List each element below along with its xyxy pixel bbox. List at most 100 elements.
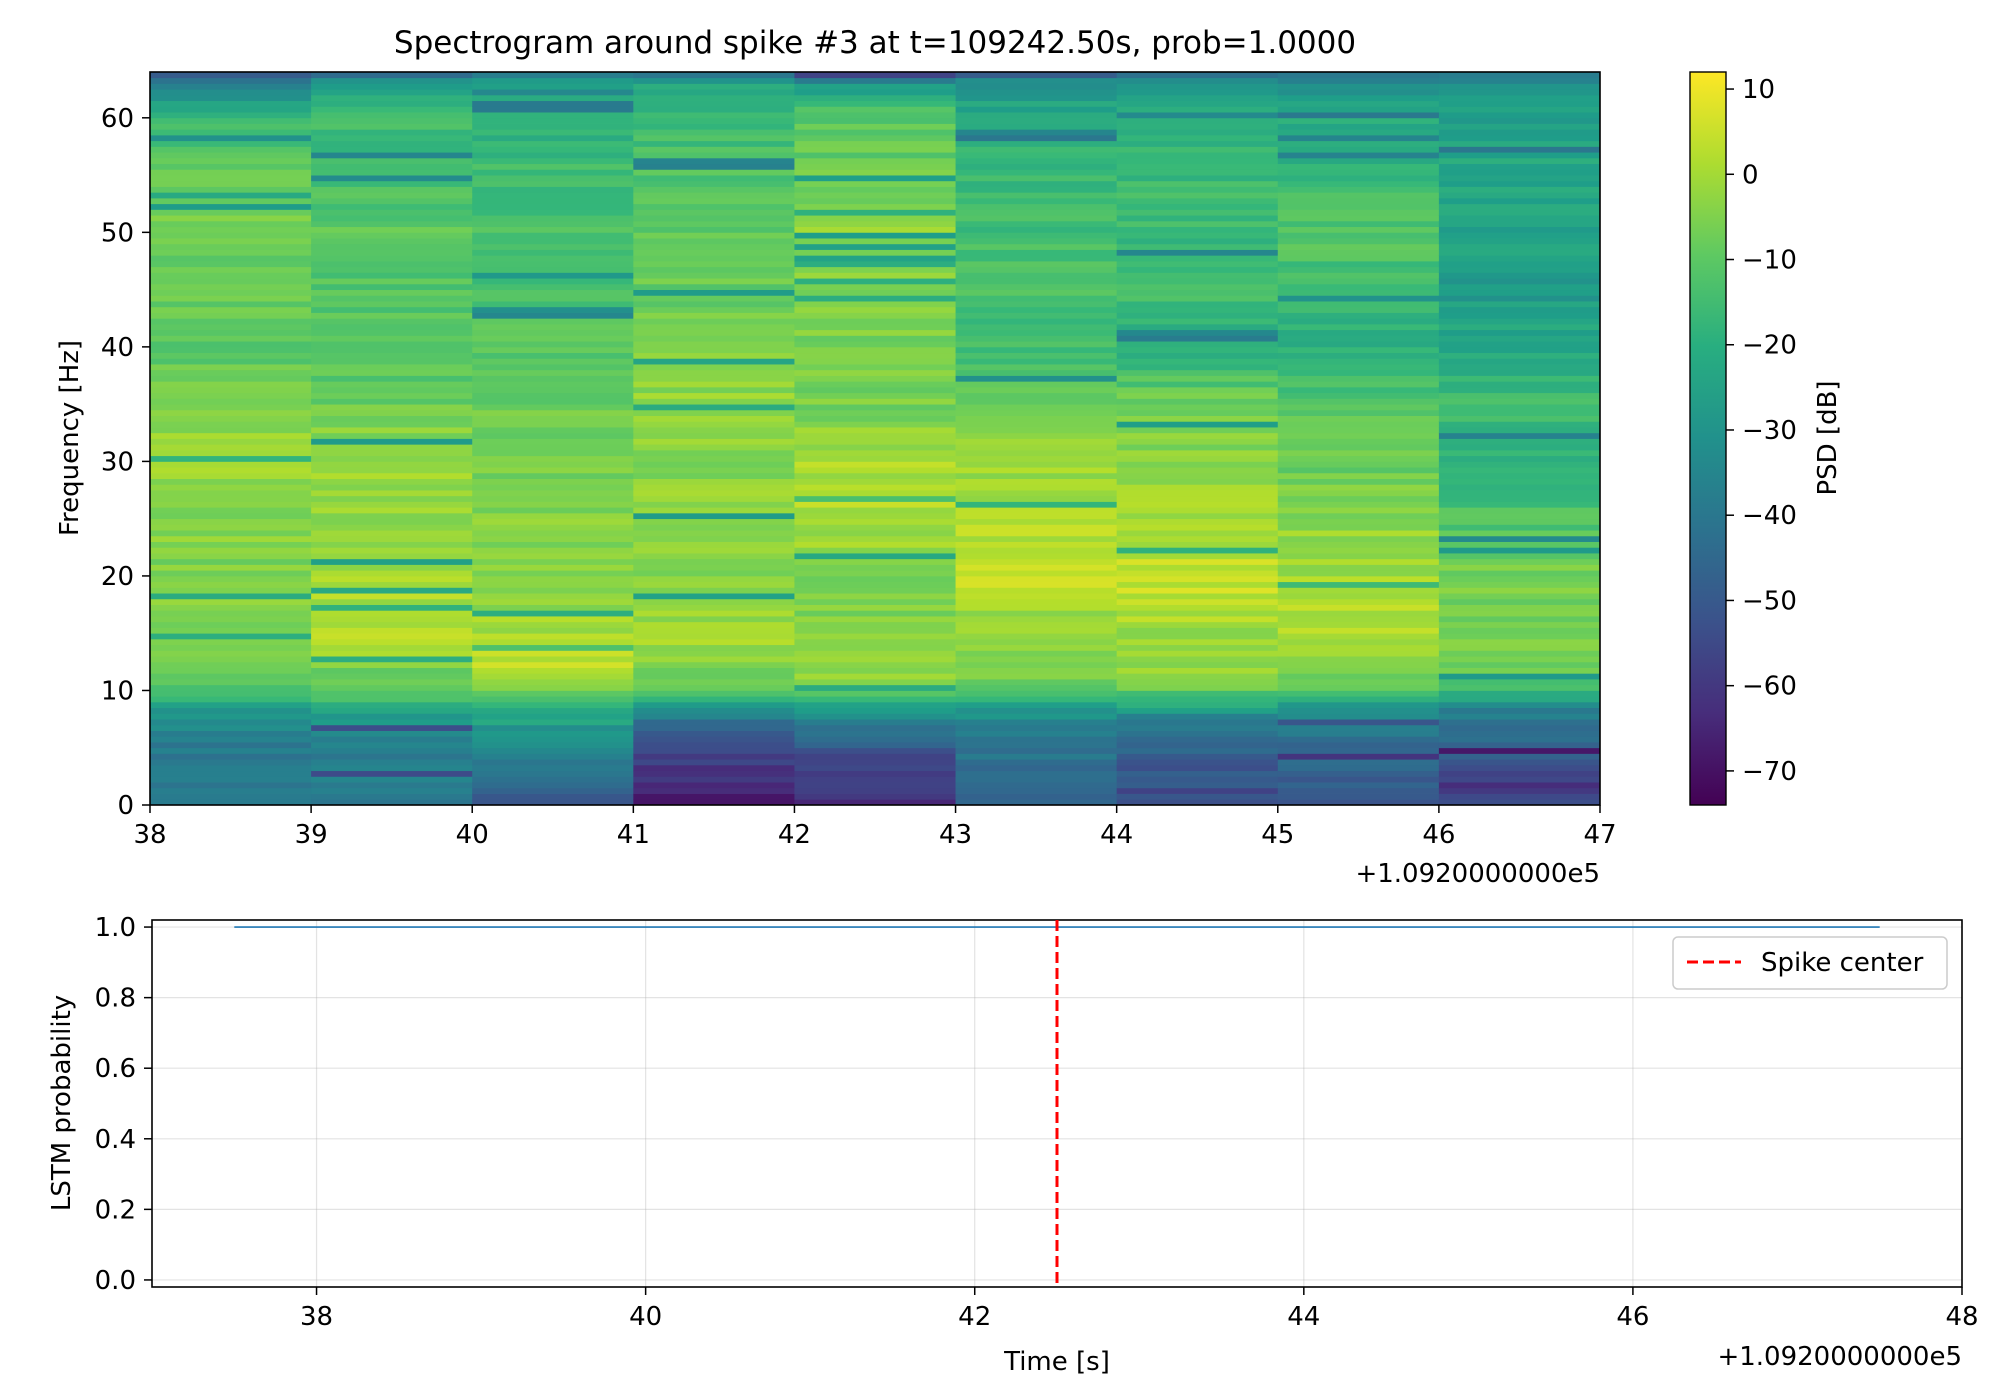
spectrogram-cell [633, 255, 795, 262]
spectrogram-cell [633, 793, 795, 800]
spectrogram-cell [1116, 186, 1279, 193]
spectrogram-cell [955, 369, 1118, 376]
spectrogram-cell [633, 524, 795, 531]
spectrogram-cell [311, 673, 473, 680]
spectrogram-cell [472, 524, 634, 531]
spectrogram-x-tick-label: 46 [1422, 820, 1455, 850]
spectrogram-cell [633, 89, 795, 96]
spectrogram-cell [1116, 192, 1279, 199]
spectrogram-cell [633, 495, 795, 502]
probability-y-tick-label: 0.4 [95, 1125, 136, 1155]
spectrogram-cell [1116, 472, 1279, 479]
spectrogram-cell [1277, 650, 1440, 657]
spectrogram-cell [311, 782, 473, 789]
spectrogram-cell [472, 656, 634, 663]
spectrogram-cell [1277, 530, 1440, 537]
spectrogram-cell [1277, 272, 1440, 279]
spectrogram-cell [1277, 106, 1440, 113]
spectrogram-cell [1116, 575, 1279, 583]
spectrogram-cell [633, 203, 795, 210]
spectrogram-cell [794, 192, 956, 199]
spectrogram-cell [311, 140, 473, 147]
spectrogram-cell [150, 323, 312, 331]
spectrogram-cell [472, 323, 634, 331]
spectrogram-cell [472, 157, 634, 165]
spectrogram-cell [794, 449, 956, 457]
spectrogram-cell [1438, 100, 1601, 107]
spectrogram-cell [311, 364, 473, 371]
spectrogram-cell [1116, 793, 1279, 800]
spectrogram-cell [472, 638, 634, 646]
spectrogram-cell [311, 260, 473, 268]
spectrogram-cell [311, 650, 473, 657]
spectrogram-cell [1116, 157, 1279, 165]
spectrogram-cell [472, 432, 634, 439]
probability-x-offset: +1.0920000000e5 [1717, 1342, 1962, 1372]
spectrogram-cell [472, 318, 634, 325]
spectrogram-cell [1438, 713, 1601, 720]
spectrogram-cell [794, 203, 956, 210]
spectrogram-cell [1277, 335, 1440, 342]
spectrogram-cell [150, 495, 312, 502]
spectrogram-cell [472, 83, 634, 90]
spectrogram-cell [794, 782, 956, 789]
spectrogram-cell [633, 570, 795, 577]
spectrogram-cell [150, 478, 312, 485]
spectrogram-cell [1277, 736, 1440, 743]
spectrogram-cell [472, 260, 634, 268]
colorbar-tick-label: −70 [1742, 757, 1797, 787]
spectrogram-cell [472, 386, 634, 394]
spectrogram-cell [1438, 490, 1601, 497]
spectrogram-cell [1438, 238, 1601, 245]
spectrogram-cell [1277, 94, 1440, 102]
probability-x-tick-label: 42 [958, 1302, 991, 1332]
spectrogram-cell [1277, 215, 1440, 222]
spectrogram-cell [1116, 427, 1279, 434]
spectrogram-x-tick-label: 40 [456, 820, 489, 850]
spectrogram-cell [955, 581, 1118, 588]
spectrogram-cell [472, 197, 634, 205]
spectrogram-cell [1277, 186, 1440, 193]
spectrogram-cell [472, 369, 634, 376]
spectrogram-cell [311, 386, 473, 394]
spectrogram-cell [472, 793, 634, 800]
spectrogram-x-tick-label: 42 [778, 820, 811, 850]
spectrogram-cell [794, 140, 956, 147]
spectrogram-cell [1116, 329, 1279, 336]
spectrogram-cell [150, 696, 312, 703]
spectrogram-cell [955, 673, 1118, 680]
spectrogram-cell [472, 690, 634, 697]
spectrogram-cell [1116, 175, 1279, 182]
spectrogram-cell [1116, 375, 1279, 382]
spectrogram-cell [633, 398, 795, 405]
spectrogram-cell [794, 375, 956, 382]
spectrogram-cell [633, 77, 795, 84]
spectrogram-cell [955, 793, 1118, 800]
probability-x-tick-label: 40 [629, 1302, 662, 1332]
spectrogram-cell [1438, 283, 1601, 291]
spectrogram-cell [472, 352, 634, 359]
spectrogram-cell [472, 558, 634, 565]
spectrogram-cell [633, 719, 795, 726]
spectrogram-cell [472, 495, 634, 502]
spectrogram-cell [472, 547, 634, 554]
spectrogram-cell [633, 352, 795, 359]
spectrogram-cell [955, 616, 1118, 623]
spectrogram-cell [794, 398, 956, 405]
spectrogram-cell [955, 461, 1118, 468]
spectrogram-cell [311, 444, 473, 451]
spectrogram-cell [311, 719, 473, 726]
spectrogram-cell [1277, 518, 1440, 525]
spectrogram-cell [472, 180, 634, 187]
spectrogram-cell [794, 713, 956, 720]
spectrogram-cell [1116, 438, 1279, 445]
spectrogram-cell [794, 209, 956, 216]
probability-y-tick-label: 0.2 [95, 1195, 136, 1225]
spectrogram-cell [1116, 724, 1279, 731]
spectrogram-cell [955, 501, 1118, 508]
spectrogram-cell [955, 787, 1118, 794]
spectrogram-cell [1277, 129, 1440, 136]
spectrogram-cell [311, 610, 473, 617]
spectrogram-cell [1116, 679, 1279, 686]
spectrogram-cell [633, 152, 795, 159]
